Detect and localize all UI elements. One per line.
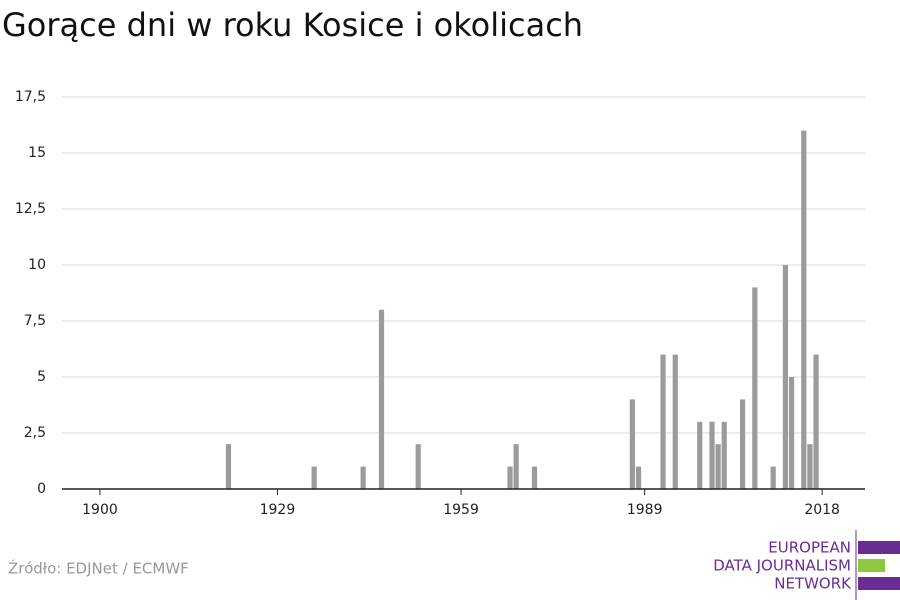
bar <box>788 377 795 489</box>
bar <box>513 444 519 489</box>
y-tick-label: 15 <box>28 145 46 161</box>
logo-text: NETWORK <box>774 575 852 593</box>
bar <box>752 287 758 489</box>
y-tick-label: 7,5 <box>24 313 46 329</box>
logo-bar <box>858 577 900 590</box>
bar <box>782 265 789 489</box>
y-tick-label: 12,5 <box>15 201 46 217</box>
bar <box>672 354 678 489</box>
bar <box>739 399 746 489</box>
bar <box>415 444 421 489</box>
bar <box>360 466 366 489</box>
bar <box>629 399 636 489</box>
x-tick-label: 1989 <box>627 502 663 518</box>
bar <box>807 444 813 489</box>
logo-text: EUROPEAN <box>768 539 851 557</box>
bar <box>709 421 715 489</box>
bar <box>531 466 538 489</box>
x-tick-label: 1929 <box>260 502 296 518</box>
logo-bar <box>858 541 900 554</box>
bar <box>697 421 703 489</box>
bar <box>801 130 807 489</box>
bar <box>660 354 666 489</box>
bar <box>721 421 727 489</box>
y-tick-label: 5 <box>37 369 46 385</box>
source: Źródło: EDJNet / ECMWF <box>8 559 189 578</box>
y-tick-label: 17,5 <box>15 89 46 105</box>
x-tick-label: 2018 <box>804 502 840 518</box>
bar <box>378 309 385 489</box>
y-tick-label: 10 <box>28 257 46 273</box>
x-tick-label: 1900 <box>82 502 118 518</box>
bar <box>311 466 317 489</box>
bar <box>635 466 642 489</box>
y-tick-label: 2,5 <box>24 425 46 441</box>
x-tick-label: 1959 <box>443 502 479 518</box>
bar <box>225 444 232 489</box>
bar <box>813 354 819 489</box>
chart-title: Gorące dni w roku Kosice i okolicach <box>2 6 583 44</box>
logo-text: DATA JOURNALISM <box>713 557 851 575</box>
bar <box>770 466 776 489</box>
logo-bar <box>858 559 885 572</box>
y-tick-label: 0 <box>37 481 46 497</box>
bar <box>507 466 513 489</box>
bar <box>715 444 721 489</box>
